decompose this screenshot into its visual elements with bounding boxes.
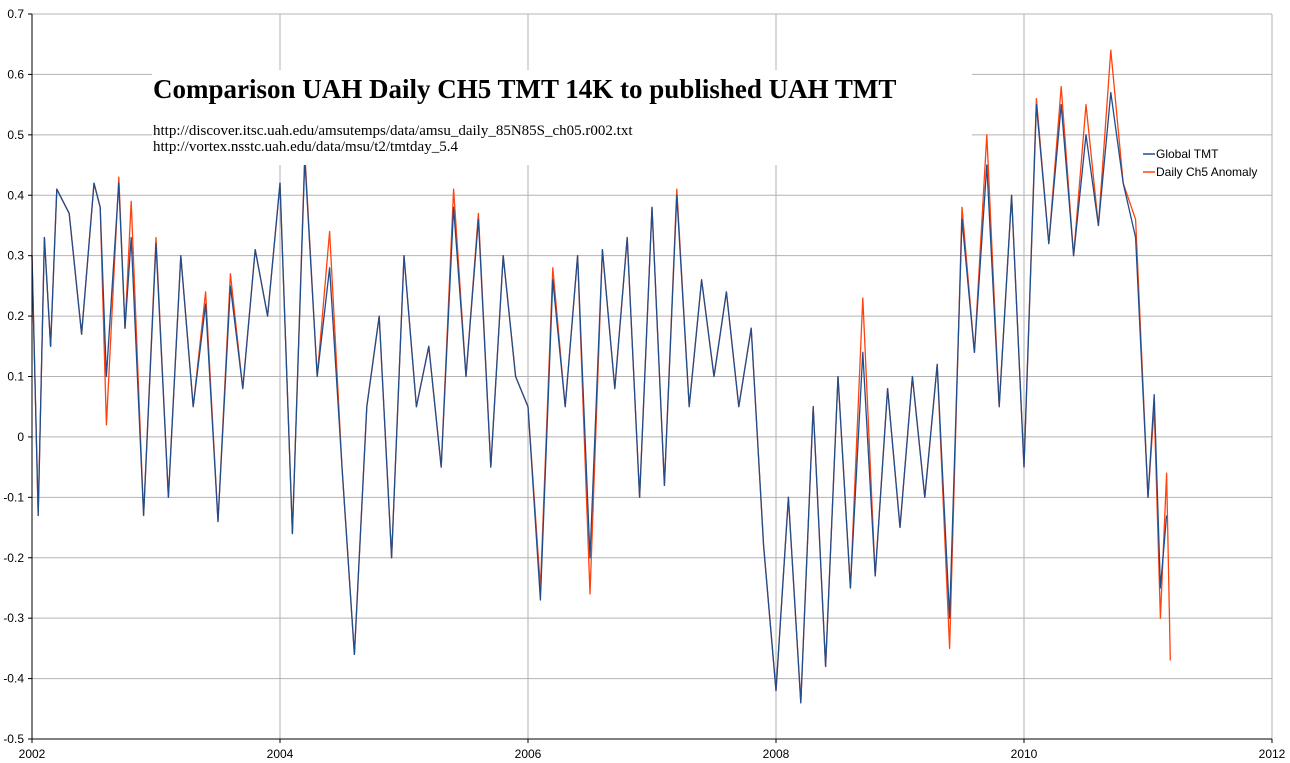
axes: 0.7 0.6 0.5 0.4 0.3 0.2 0.1 0 -0.1 -0.2 -0.3 -0.4 -0… bbox=[3, 7, 1285, 761]
y-tick-label: 0.2 bbox=[7, 309, 24, 323]
y-tick-label: -0.1 bbox=[3, 490, 24, 504]
y-tick-label: 0.1 bbox=[7, 370, 24, 384]
x-tick-label: 2004 bbox=[267, 747, 294, 761]
y-tick-label: -0.4 bbox=[3, 672, 24, 686]
x-tick-label: 2002 bbox=[19, 747, 46, 761]
source-url-2: http://vortex.nsstc.uah.edu/data/msu/t2/… bbox=[153, 139, 458, 155]
series-line-global-tmt bbox=[31, 91, 1168, 704]
x-tick-label: 2006 bbox=[515, 747, 542, 761]
y-tick-label: 0.6 bbox=[7, 67, 24, 81]
x-tick-label: 2012 bbox=[1259, 747, 1286, 761]
x-tick-label: 2008 bbox=[763, 747, 790, 761]
y-tick-label: 0.4 bbox=[7, 188, 24, 202]
y-tick-label: 0.5 bbox=[7, 128, 24, 142]
y-tick-label: 0.7 bbox=[7, 7, 24, 21]
y-tick-label: 0 bbox=[17, 430, 24, 444]
legend-label-daily-ch5: Daily Ch5 Anomaly bbox=[1156, 165, 1257, 179]
chart-title: Comparison UAH Daily CH5 TMT 14K to publ… bbox=[153, 74, 896, 104]
legend: Global TMT Daily Ch5 Anomaly bbox=[1143, 147, 1257, 179]
source-url-1: http://discover.itsc.uah.edu/amsutemps/d… bbox=[153, 123, 633, 139]
legend-label-global-tmt: Global TMT bbox=[1156, 147, 1219, 161]
y-tick-label: -0.3 bbox=[3, 611, 24, 625]
plot-area bbox=[31, 49, 1171, 704]
y-tick-label: -0.2 bbox=[3, 551, 24, 565]
title-box bbox=[152, 70, 972, 165]
y-tick-label: -0.5 bbox=[3, 732, 24, 746]
y-tick-label: 0.3 bbox=[7, 249, 24, 263]
x-tick-label: 2010 bbox=[1011, 747, 1038, 761]
